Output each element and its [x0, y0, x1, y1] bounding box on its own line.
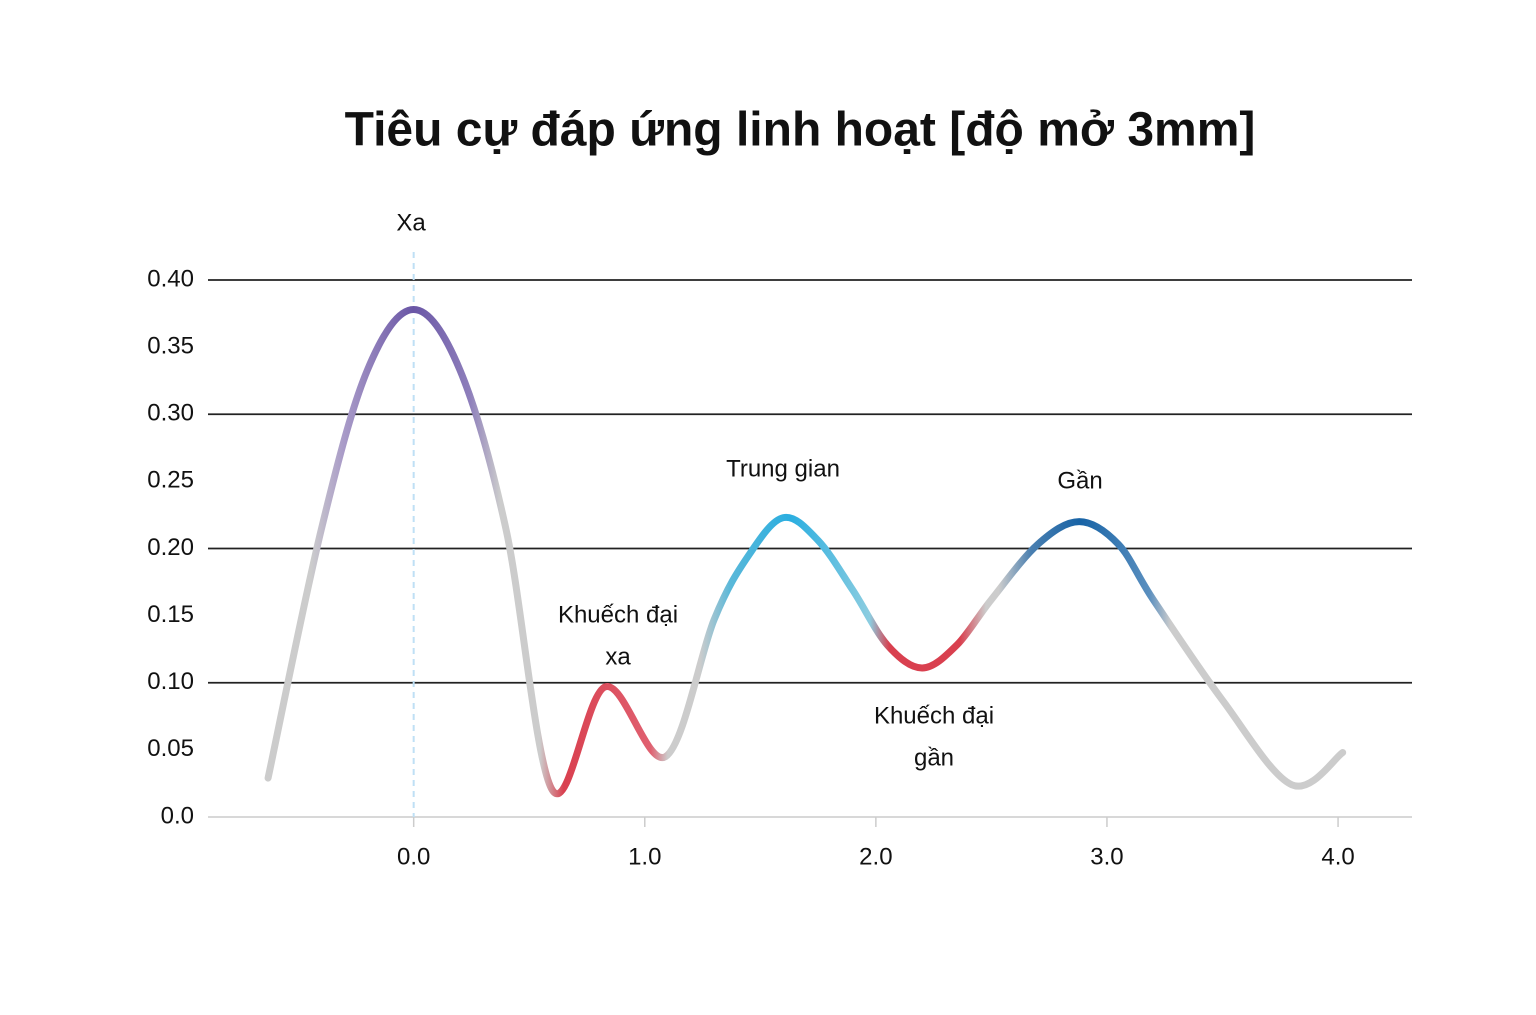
y-tick-label: 0.15 [147, 601, 194, 628]
x-tick-label: 0.0 [397, 843, 430, 870]
x-tick-label: 2.0 [859, 843, 892, 870]
annotation: Xa [396, 209, 426, 236]
y-tick-label: 0.25 [147, 467, 194, 494]
y-tick-label: 0.30 [147, 400, 194, 427]
y-tick-label: 0.35 [147, 332, 194, 359]
annotation: xa [605, 643, 631, 670]
annotation: Khuếch đại [558, 601, 678, 628]
y-tick-label: 0.20 [147, 534, 194, 561]
annotation: Gần [1057, 467, 1102, 494]
chart-title: Tiêu cự đáp ứng linh hoạt [độ mở 3mm] [345, 104, 1256, 157]
annotation: Trung gian [726, 455, 840, 482]
y-tick-label: 0.05 [147, 735, 194, 762]
x-tick-label: 4.0 [1321, 843, 1354, 870]
y-tick-label: 0.10 [147, 668, 194, 695]
y-tick-label: 0.40 [147, 265, 194, 292]
x-tick-label: 1.0 [628, 843, 661, 870]
annotation: gần [914, 744, 954, 771]
annotation: Khuếch đại [874, 702, 994, 729]
x-tick-label: 3.0 [1090, 843, 1123, 870]
y-tick-label: 0.0 [161, 802, 194, 829]
curve [264, 306, 1347, 798]
